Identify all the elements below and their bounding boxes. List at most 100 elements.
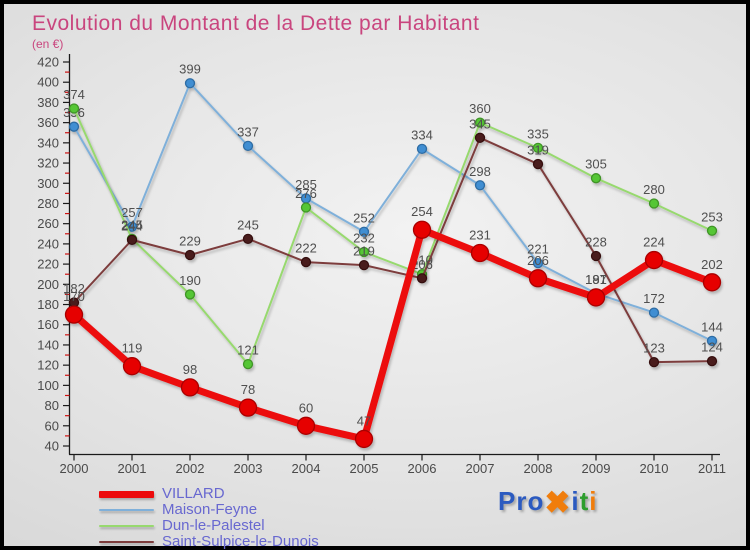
data-point <box>64 305 84 324</box>
point-label: 254 <box>411 204 433 219</box>
series-labels-Saint-Sulpice-le-Dunois: 182 244 229 245 222 219 206 345 319 228 123 124 <box>63 116 723 355</box>
point-label: 123 <box>643 341 665 356</box>
y-tick-label: 120 <box>37 358 59 373</box>
y-tick-label: 60 <box>45 418 59 433</box>
point-label: 245 <box>237 217 259 232</box>
point-label: 221 <box>527 242 549 257</box>
y-tick-label: 100 <box>37 378 59 393</box>
x-tick-label: 2010 <box>640 461 669 476</box>
series-line <box>73 82 713 342</box>
data-point <box>644 250 664 270</box>
point-label: 337 <box>237 124 259 139</box>
legend-label: Maison-Feyne <box>162 501 258 518</box>
data-point <box>354 429 374 449</box>
series-labels-VILLARD: 170 119 98 78 60 47 254 231 206 187 224 202 <box>63 204 723 428</box>
proxiti-logo: Pro✖iti <box>498 486 628 524</box>
point-label: 298 <box>469 164 491 179</box>
data-point <box>416 143 428 155</box>
data-point <box>358 226 370 237</box>
point-label: 345 <box>469 116 491 131</box>
data-point <box>68 121 80 132</box>
y-tick-label: 40 <box>45 439 59 454</box>
point-label: 228 <box>585 235 607 250</box>
point-label: 60 <box>299 400 313 415</box>
point-label: 119 <box>122 341 143 356</box>
point-label: 187 <box>585 272 607 287</box>
logo-letter: t <box>579 486 590 516</box>
legend-label: Dun-le-Palestel <box>162 517 265 534</box>
y-tick-label: 200 <box>37 277 59 292</box>
y-tick-label: 320 <box>37 156 59 171</box>
x-tick-label: 2005 <box>350 461 379 476</box>
data-point <box>474 180 486 191</box>
legend-item-Saint-Sulpice-le-Dunois: Saint-Sulpice-le-Dunois <box>99 534 319 550</box>
series-Maison-Feyne <box>68 78 718 347</box>
data-point <box>648 356 660 368</box>
y-tick-label: 180 <box>37 297 59 312</box>
series-line <box>70 226 716 443</box>
y-tick-label: 160 <box>37 317 59 332</box>
point-label: 219 <box>353 244 375 259</box>
x-tick-label: 2007 <box>466 461 495 476</box>
legend-item-VILLARD: VILLARD <box>99 486 319 502</box>
data-point <box>648 198 660 209</box>
y-tick-label: 420 <box>37 55 59 70</box>
logo-letter: P <box>498 486 517 516</box>
chart-legend: VILLARD Maison-Feyne Dun-le-Palestel Saint-… <box>99 486 319 550</box>
y-tick-label: 340 <box>37 135 59 150</box>
point-label: 232 <box>353 230 375 245</box>
legend-swatch <box>99 524 154 528</box>
series-labels-Maison-Feyne: 356257399337285252334298221191172144 <box>63 62 723 335</box>
x-tick-label: 2008 <box>524 461 553 476</box>
y-tick-label: 280 <box>37 196 59 211</box>
data-point <box>416 273 428 284</box>
data-point <box>300 256 312 268</box>
point-label: 206 <box>527 253 549 268</box>
x-tick-label: 2004 <box>292 461 321 476</box>
point-label: 124 <box>701 340 723 355</box>
point-label: 334 <box>411 127 433 142</box>
data-point <box>706 335 718 347</box>
logo-letter: r <box>516 486 528 516</box>
x-tick-label: 2011 <box>698 461 726 476</box>
data-point <box>470 243 490 263</box>
chart-title: Evolution du Montant de la Dette par Hab… <box>32 12 480 35</box>
point-label: 121 <box>237 343 259 358</box>
x-tick-label: 2002 <box>176 461 205 476</box>
logo-letter: ✖ <box>544 485 572 520</box>
data-point <box>242 358 254 370</box>
data-point <box>184 78 196 89</box>
point-label: 244 <box>121 218 143 233</box>
data-point <box>122 357 142 376</box>
data-point <box>180 378 200 397</box>
series-line <box>73 136 713 364</box>
data-point <box>412 220 432 239</box>
point-label: 172 <box>643 291 665 306</box>
legend-label: VILLARD <box>162 485 225 502</box>
y-tick-label: 220 <box>37 257 59 272</box>
x-tick-label: 2000 <box>60 461 89 476</box>
legend-item-Maison-Feyne: Maison-Feyne <box>99 502 319 518</box>
data-point <box>590 250 602 262</box>
x-tick-label: 2006 <box>408 461 437 476</box>
y-tick-label: 400 <box>37 75 59 90</box>
data-point <box>586 288 606 307</box>
y-tick-label: 380 <box>37 95 59 110</box>
point-label: 191 <box>585 272 607 287</box>
data-point <box>528 269 548 288</box>
data-point <box>296 416 316 435</box>
data-point <box>358 246 370 258</box>
data-point <box>648 307 660 318</box>
y-tick-label: 260 <box>37 216 59 231</box>
data-point <box>68 103 80 114</box>
x-tick-label: 2009 <box>582 461 611 476</box>
y-tick-label: 360 <box>37 115 59 130</box>
point-label: 335 <box>527 126 549 141</box>
legend-item-Dun-le-Palestel: Dun-le-Palestel <box>99 518 319 534</box>
data-point <box>532 158 544 170</box>
point-label: 78 <box>241 382 255 397</box>
data-point <box>532 142 544 154</box>
legend-label: Saint-Sulpice-le-Dunois <box>162 533 319 550</box>
